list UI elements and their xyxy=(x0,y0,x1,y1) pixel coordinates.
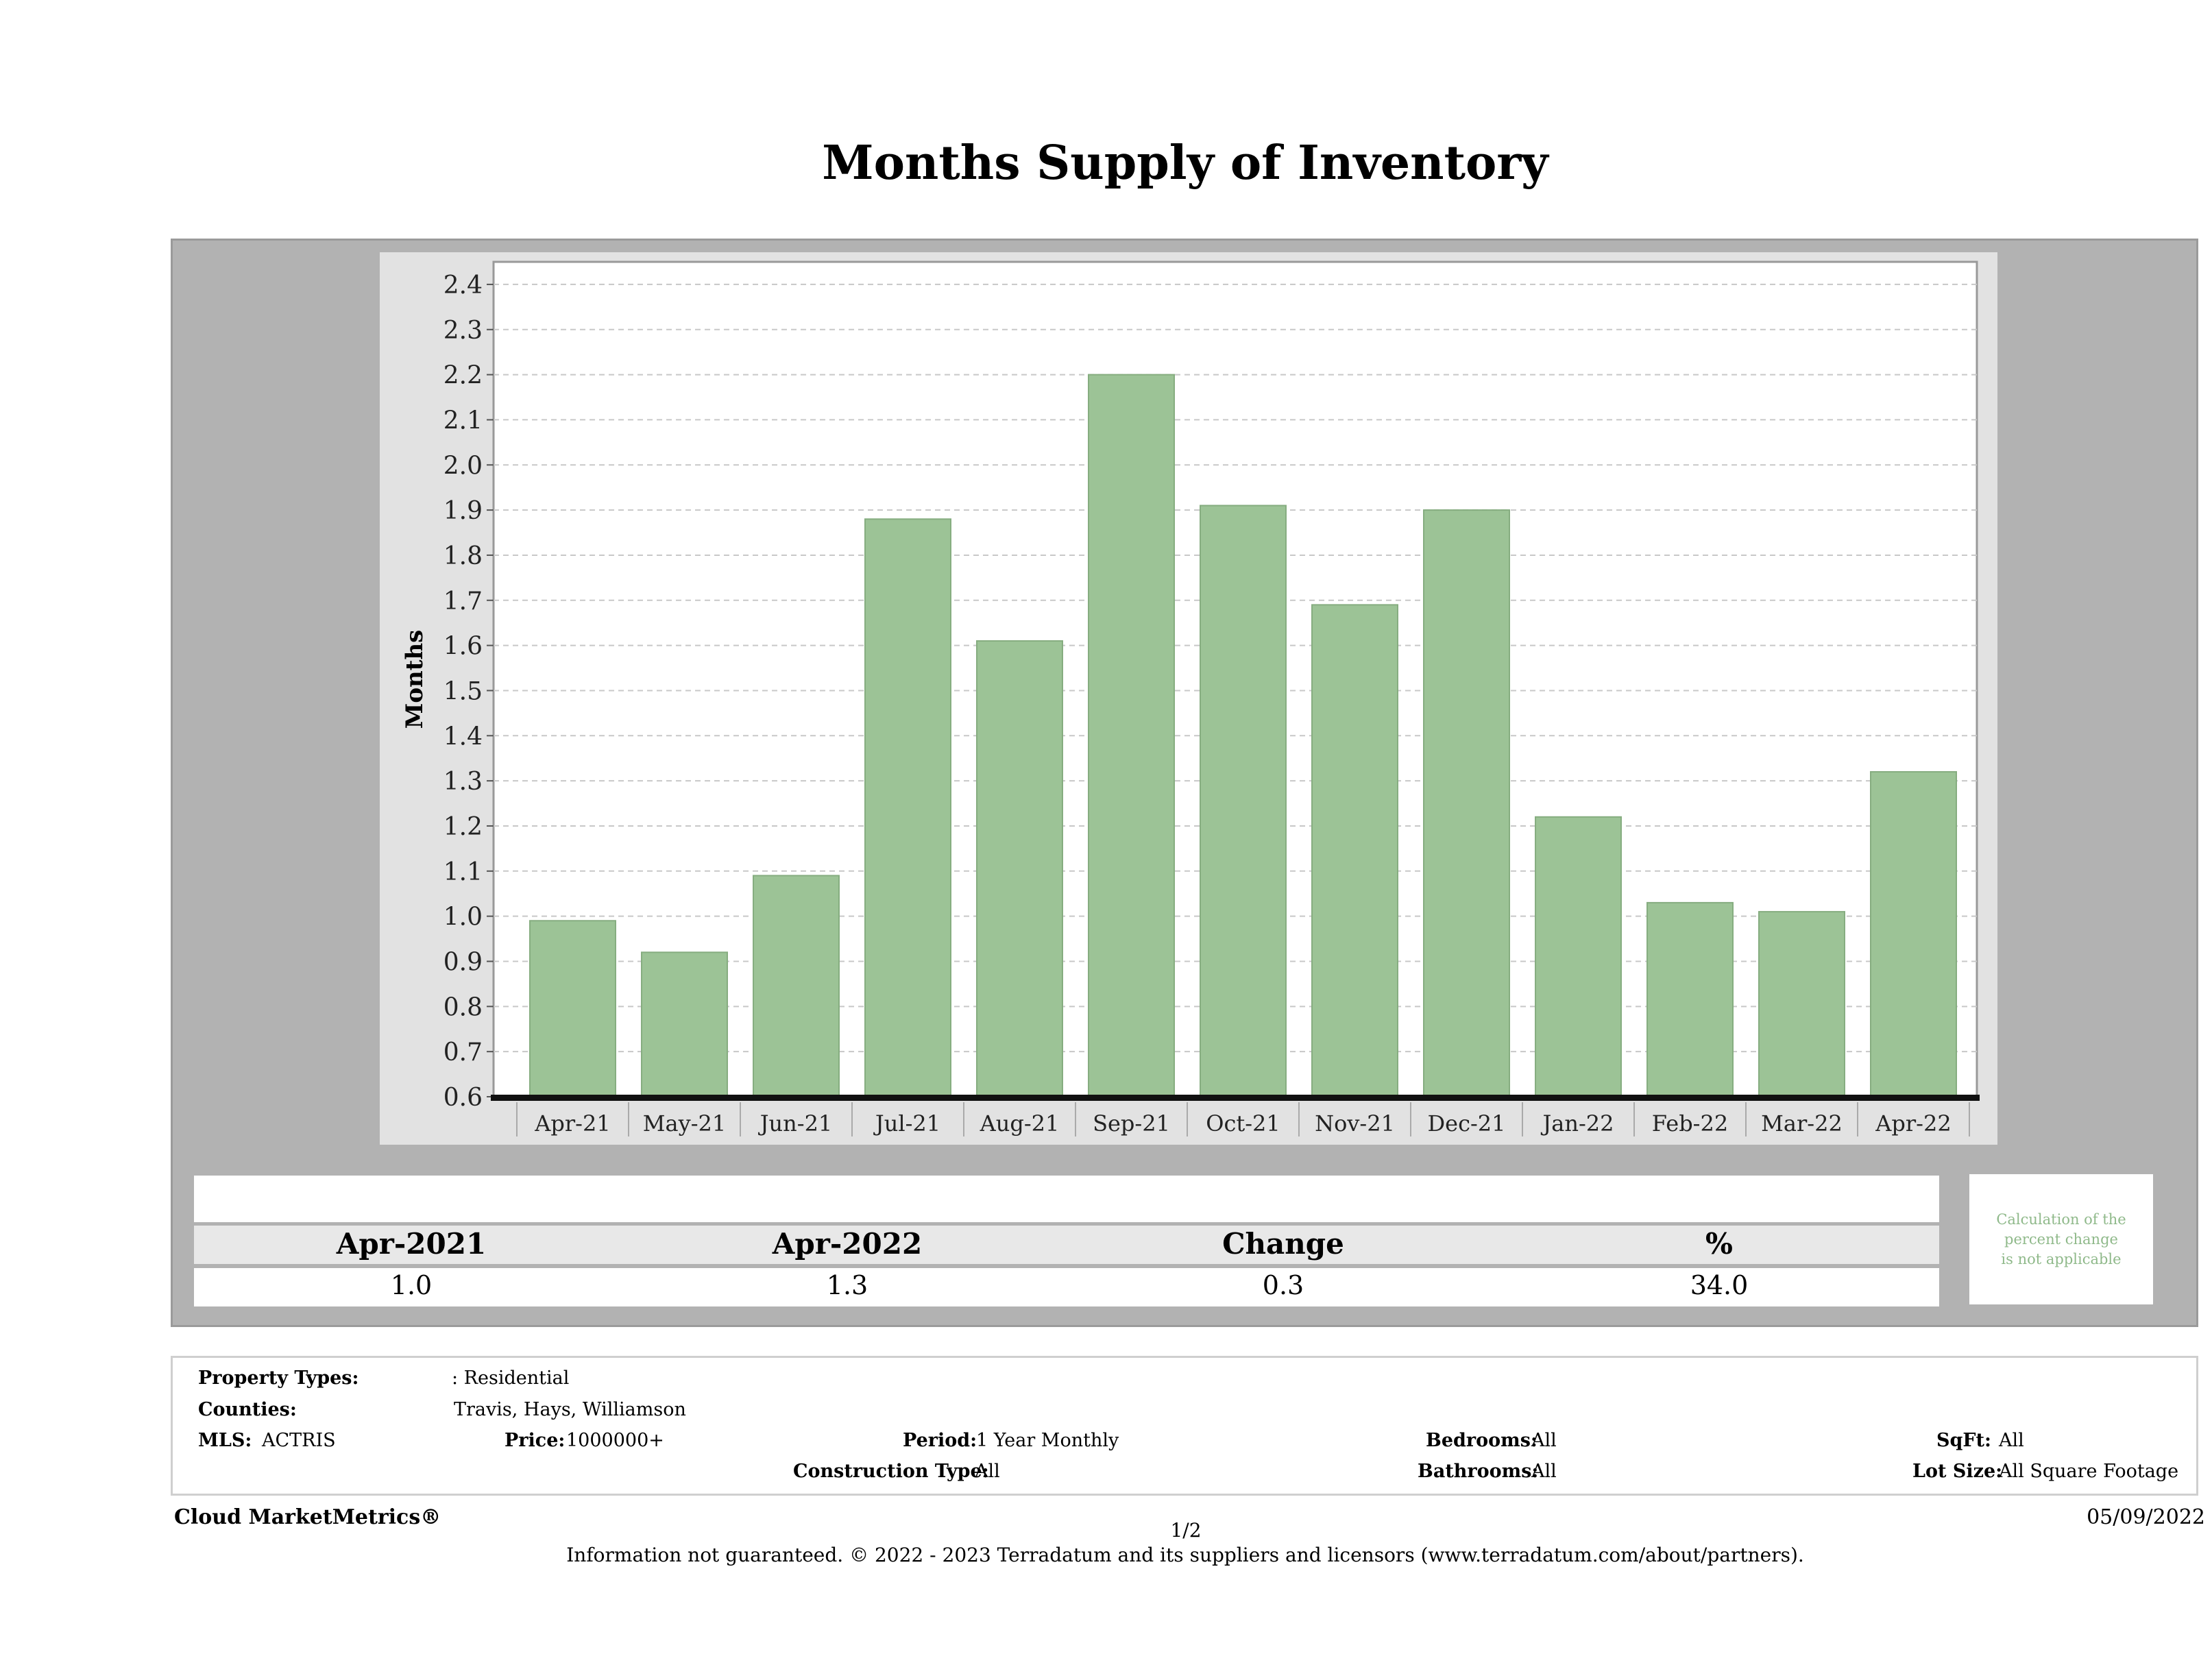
x-tick-label: Apr-22 xyxy=(1875,1110,1951,1136)
period-label: Period: xyxy=(903,1430,977,1451)
x-tick-label: Jan-22 xyxy=(1540,1110,1614,1136)
bathrooms-label: Bathrooms: xyxy=(1418,1461,1539,1482)
y-tick-label: 1.0 xyxy=(443,903,483,932)
x-tick-label: Feb-22 xyxy=(1652,1110,1728,1136)
bar-apr-22 xyxy=(1870,770,1957,1098)
counties-value: Travis, Hays, Williamson xyxy=(454,1399,686,1420)
construction-type-label: Construction Type: xyxy=(793,1461,989,1482)
x-tick-label: Nov-21 xyxy=(1315,1110,1395,1136)
bedrooms-label: Bedrooms: xyxy=(1426,1430,1538,1451)
note-line-3: is not applicable xyxy=(2001,1251,2122,1267)
price-value: 1000000+ xyxy=(566,1430,664,1451)
y-tick-label: 1.5 xyxy=(443,677,483,705)
property-types-label: Property Types: xyxy=(198,1367,359,1389)
summary-header-row xyxy=(194,1226,1939,1264)
percent-note-box: Calculation of the percent change is not… xyxy=(1969,1174,2153,1304)
y-tick-label: 0.9 xyxy=(443,948,483,976)
summary-blank-row xyxy=(194,1176,1939,1222)
summary-value-end: 1.3 xyxy=(826,1270,868,1300)
y-tick-label: 0.7 xyxy=(443,1038,483,1067)
bar-dec-21 xyxy=(1423,509,1510,1097)
note-line-2: percent change xyxy=(2004,1231,2118,1248)
bar-jun-21 xyxy=(753,875,840,1097)
lot-size-value: All Square Footage xyxy=(1999,1461,2179,1482)
bar-nov-21 xyxy=(1311,604,1398,1097)
bathrooms-value: All xyxy=(1531,1461,1557,1482)
bar-aug-21 xyxy=(976,640,1063,1097)
mls-value: ACTRIS xyxy=(262,1430,336,1451)
sqft-value: All xyxy=(1999,1430,2024,1451)
y-tick-label: 1.1 xyxy=(443,858,483,886)
brand-name: Cloud MarketMetrics® xyxy=(174,1505,441,1529)
period-value: 1 Year Monthly xyxy=(976,1430,1119,1451)
bar-jul-21 xyxy=(864,518,951,1097)
y-tick-label: 1.8 xyxy=(443,542,483,570)
mls-label: MLS: xyxy=(198,1430,252,1451)
counties-label: Counties: xyxy=(198,1399,297,1420)
disclaimer: Information not guaranteed. © 2022 - 202… xyxy=(566,1544,1804,1566)
summary-header-change: Change xyxy=(1222,1227,1344,1261)
summary-value-percent: 34.0 xyxy=(1690,1270,1749,1300)
x-tick-label: Dec-21 xyxy=(1427,1110,1505,1136)
bar-apr-21 xyxy=(529,920,616,1097)
note-line-1: Calculation of the xyxy=(1996,1211,2126,1228)
y-tick-label: 1.7 xyxy=(443,587,483,616)
summary-header-start: Apr-2021 xyxy=(336,1227,487,1261)
y-tick-label: 2.1 xyxy=(443,406,483,435)
bar-oct-21 xyxy=(1200,504,1287,1097)
bar-jan-22 xyxy=(1535,816,1622,1097)
lot-size-label: Lot Size: xyxy=(1912,1461,2003,1482)
y-tick-label: 2.3 xyxy=(443,317,483,345)
y-tick-label: 1.9 xyxy=(443,497,483,525)
construction-type-value: All xyxy=(975,1461,1000,1482)
x-tick-label: Oct-21 xyxy=(1206,1110,1280,1136)
x-axis-line xyxy=(491,1095,1980,1101)
y-tick-label: 2.0 xyxy=(443,452,483,480)
bar-chart: 0.6 0.7 0.8 0.9 1.0 1.1 1.2 1.3 1.4 1.5 1.6 1.7 1.8 1… xyxy=(401,260,1980,1136)
y-tick-label: 1.2 xyxy=(443,813,483,841)
page-title: Months Supply of Inventory xyxy=(822,136,1548,191)
summary-header-end: Apr-2022 xyxy=(772,1227,923,1261)
y-axis-label: Months xyxy=(401,630,428,729)
y-tick-label: 0.8 xyxy=(443,993,483,1021)
percent-note: Calculation of the percent change is not… xyxy=(1969,1174,2153,1269)
x-tick-label: May-21 xyxy=(643,1110,726,1136)
y-tick-label: 2.4 xyxy=(443,271,483,300)
x-tick-label: Apr-21 xyxy=(534,1110,610,1136)
bar-feb-22 xyxy=(1646,901,1734,1097)
x-tick-label: Aug-21 xyxy=(980,1110,1060,1136)
y-tick-label: 1.3 xyxy=(443,768,483,796)
report-date: 05/09/2022 xyxy=(2087,1505,2205,1529)
x-tick-label: Sep-21 xyxy=(1093,1110,1170,1136)
price-label: Price: xyxy=(505,1430,566,1451)
summary-value-start: 1.0 xyxy=(390,1270,433,1300)
x-tick-label: Jun-21 xyxy=(758,1110,833,1136)
y-tick-label: 2.2 xyxy=(443,362,483,390)
filter-info-box: Property Types: : Residential Counties: … xyxy=(171,1356,2198,1496)
property-types-value: : Residential xyxy=(452,1367,570,1389)
bedrooms-value: All xyxy=(1531,1430,1557,1451)
summary-value-change: 0.3 xyxy=(1262,1270,1304,1300)
summary-value-row xyxy=(194,1268,1939,1306)
x-tick-label: Jul-21 xyxy=(873,1110,940,1136)
page-number: 1/2 xyxy=(1170,1519,1202,1542)
x-tick-label: Mar-22 xyxy=(1761,1110,1843,1136)
summary-header-percent: % xyxy=(1705,1227,1733,1261)
bar-sep-21 xyxy=(1088,374,1175,1097)
y-tick-label: 0.6 xyxy=(443,1084,483,1112)
bar-mar-22 xyxy=(1758,911,1845,1098)
bar-may-21 xyxy=(641,951,728,1097)
y-tick-label: 1.6 xyxy=(443,633,483,661)
y-tick-label: 1.4 xyxy=(443,722,483,751)
sqft-label: SqFt: xyxy=(1936,1430,1991,1451)
